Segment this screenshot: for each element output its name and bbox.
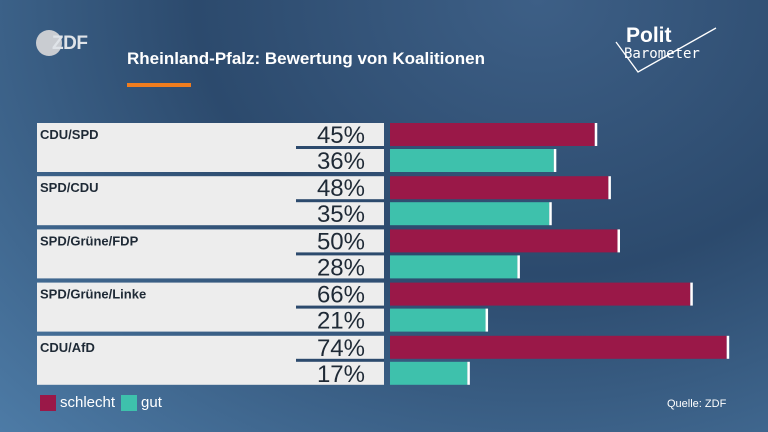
row-divider [296, 199, 384, 203]
bar-end-marker [517, 255, 520, 279]
politbarometer-line2: Barometer [624, 46, 700, 62]
bar-end-marker [608, 176, 611, 200]
data-label-schlecht: 45% [317, 122, 365, 149]
zdf-logo-text: ZDF [52, 33, 88, 54]
bar-schlecht [390, 229, 618, 253]
legend-label-schlecht: schlecht [60, 394, 116, 411]
legend-swatch-schlecht [40, 394, 56, 411]
data-label-schlecht: 66% [317, 282, 365, 309]
bar-end-marker [553, 149, 557, 172]
category-label: CDU/SPD [40, 127, 99, 142]
data-label-schlecht: 74% [317, 335, 365, 362]
data-label-schlecht: 50% [317, 228, 365, 255]
bar-schlecht [390, 282, 691, 306]
politbarometer-line1: Polit [626, 24, 672, 47]
bar-end-marker [549, 202, 552, 226]
bar-gut [390, 361, 468, 385]
data-label-schlecht: 48% [317, 175, 365, 202]
bar-end-marker [726, 335, 730, 359]
chart-title: Rheinland-Pfalz: Bewertung von Koalition… [127, 49, 485, 68]
bar-end-marker [594, 123, 598, 146]
politbarometer-checkmark [615, 27, 717, 73]
bar-end-marker [467, 361, 470, 385]
category-label: CDU/AfD [40, 340, 95, 355]
bar-gut [390, 308, 486, 332]
bar-gut [390, 255, 518, 279]
data-label-gut: 28% [317, 254, 365, 281]
zdf-logo-circle [36, 30, 62, 56]
zdf-logo: ZDF [36, 30, 90, 58]
bar-end-marker [690, 282, 693, 306]
bar-end-marker [485, 308, 489, 332]
data-label-gut: 17% [317, 361, 365, 388]
title-accent-bar [127, 83, 191, 87]
data-label-gut: 36% [317, 148, 365, 175]
bar-gut [390, 202, 550, 226]
bar-gut [390, 149, 554, 172]
legend-swatch-gut [121, 394, 138, 411]
bar-end-marker [617, 229, 620, 253]
bar-schlecht [390, 335, 727, 359]
source-note: Quelle: ZDF [667, 398, 727, 410]
politbarometer-logo: Polit Barometer [610, 24, 720, 76]
legend: schlecht gut [40, 394, 168, 411]
row-divider [296, 252, 384, 256]
row-divider [296, 358, 384, 362]
data-label-gut: 21% [317, 308, 365, 335]
row-divider [296, 146, 384, 149]
legend-label-gut: gut [141, 394, 162, 411]
bar-schlecht [390, 176, 609, 200]
bar-schlecht [390, 123, 595, 146]
category-label: SPD/CDU [40, 180, 99, 195]
category-label: SPD/Grüne/FDP [40, 233, 139, 248]
category-label: SPD/Grüne/Linke [40, 287, 146, 302]
data-label-gut: 35% [317, 201, 365, 228]
row-divider [296, 305, 384, 309]
